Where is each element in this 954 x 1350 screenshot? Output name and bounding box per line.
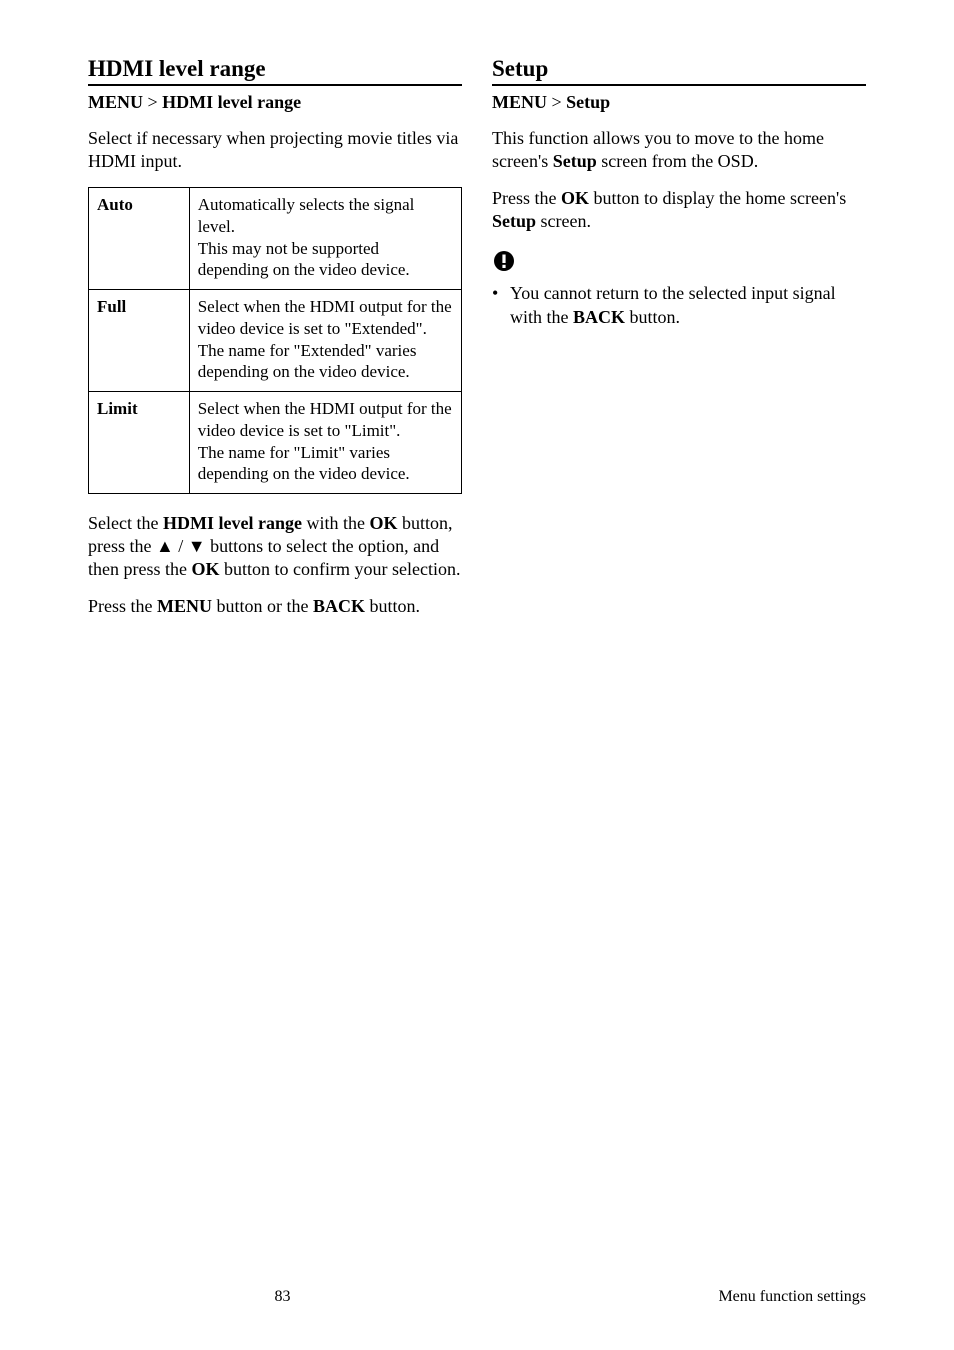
setup-desc-2: Press the OK button to display the home … — [492, 187, 866, 233]
hdmi-level-range-heading: HDMI level range — [88, 56, 462, 82]
breadcrumb-menu: MENU — [492, 92, 547, 112]
breadcrumb-setup: MENU > Setup — [492, 92, 866, 113]
txt: button. — [625, 307, 680, 327]
txt-bold: HDMI level range — [163, 513, 302, 533]
txt-bold: BACK — [573, 307, 625, 327]
txt-bold: MENU — [157, 596, 212, 616]
table-row: LimitSelect when the HDMI output for the… — [89, 392, 462, 494]
intro-text: Select if necessary when projecting movi… — [88, 127, 462, 173]
breadcrumb-hdmi: MENU > HDMI level range — [88, 92, 462, 113]
arrow-icons: ▲ / ▼ — [156, 536, 206, 556]
txt: screen. — [536, 211, 591, 231]
option-desc: Automatically selects the signal level.T… — [189, 188, 461, 290]
txt: with the — [302, 513, 370, 533]
hdmi-options-table: AutoAutomatically selects the signal lev… — [88, 187, 462, 494]
txt-bold: BACK — [313, 596, 365, 616]
option-desc: Select when the HDMI output for the vide… — [189, 290, 461, 392]
breadcrumb-sep: > — [143, 92, 162, 112]
page-footer: 83 Menu function settings — [88, 1288, 866, 1306]
txt-bold: OK — [369, 513, 397, 533]
txt: button. — [365, 596, 420, 616]
txt: button or the — [212, 596, 313, 616]
txt: Select the — [88, 513, 163, 533]
txt-bold: OK — [191, 559, 219, 579]
option-key: Limit — [89, 392, 190, 494]
left-column: HDMI level range MENU > HDMI level range… — [88, 50, 462, 632]
option-desc: Select when the HDMI output for the vide… — [189, 392, 461, 494]
rule — [88, 84, 462, 86]
txt: button to display the home screen's — [589, 188, 846, 208]
txt: screen from the OSD. — [597, 151, 758, 171]
txt: button to confirm your selection. — [220, 559, 461, 579]
rule — [492, 84, 866, 86]
breadcrumb-menu: MENU — [88, 92, 143, 112]
option-key: Auto — [89, 188, 190, 290]
caution-note: • You cannot return to the selected inpu… — [492, 282, 866, 329]
breadcrumb-sep: > — [547, 92, 566, 112]
txt-bold: Setup — [492, 211, 536, 231]
bullet-icon: • — [492, 282, 510, 329]
caution-text: You cannot return to the selected input … — [510, 282, 866, 329]
txt-bold: Setup — [553, 151, 597, 171]
table-row: AutoAutomatically selects the signal lev… — [89, 188, 462, 290]
txt: Press the — [492, 188, 561, 208]
setup-heading: Setup — [492, 56, 866, 82]
right-column: Setup MENU > Setup This function allows … — [492, 50, 866, 632]
caution-icon — [492, 247, 520, 278]
setup-desc-1: This function allows you to move to the … — [492, 127, 866, 173]
breadcrumb-item: HDMI level range — [162, 92, 301, 112]
option-key: Full — [89, 290, 190, 392]
txt: Press the — [88, 596, 157, 616]
table-row: FullSelect when the HDMI output for the … — [89, 290, 462, 392]
caution-block — [492, 247, 866, 278]
txt-bold: OK — [561, 188, 589, 208]
page-number: 83 — [88, 1288, 477, 1306]
footer-label: Menu function settings — [477, 1288, 866, 1306]
instruction-select: Select the HDMI level range with the OK … — [88, 512, 462, 581]
instruction-press: Press the MENU button or the BACK button… — [88, 595, 462, 618]
breadcrumb-item: Setup — [566, 92, 610, 112]
